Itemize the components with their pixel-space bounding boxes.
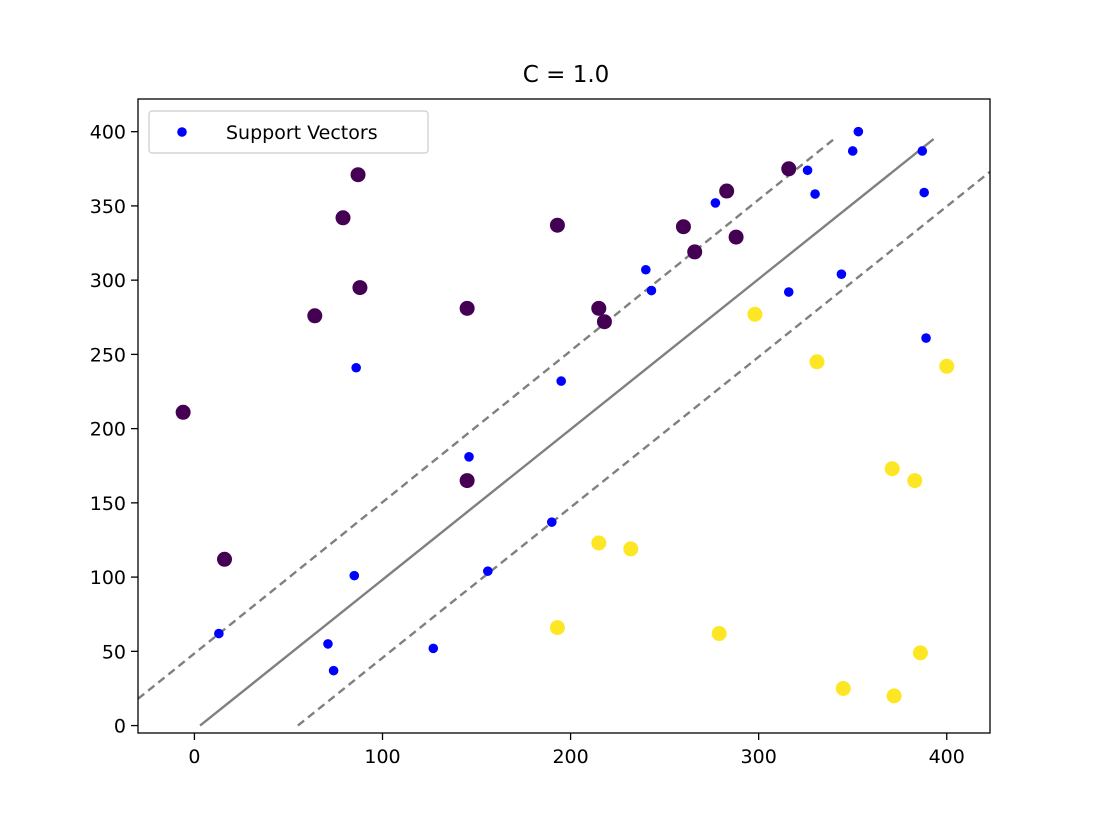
y-tick-label: 250 <box>90 344 126 366</box>
y-tick-label: 50 <box>102 641 126 663</box>
x-tick-label: 200 <box>552 746 588 768</box>
class-a-point <box>335 210 351 226</box>
support-vector-point <box>214 628 224 639</box>
class-a-point <box>719 183 735 199</box>
support-vector-point <box>836 269 847 280</box>
y-axis: 0 50 100 150 200 250 300 350 400 <box>90 122 138 738</box>
y-tick-label: 350 <box>90 196 126 218</box>
support-vector-point <box>847 146 858 156</box>
y-tick-label: 200 <box>90 419 126 441</box>
class-b-point <box>886 688 902 704</box>
support-vector-point <box>323 639 333 649</box>
x-tick-label: 400 <box>929 746 965 768</box>
class-a-point <box>591 300 607 316</box>
class-a-point <box>459 300 475 316</box>
y-tick-label: 150 <box>90 493 126 515</box>
class-a-point <box>217 551 233 567</box>
class-a-point <box>352 280 368 296</box>
plot-area-frame <box>137 98 991 734</box>
support-vector-point <box>853 126 864 137</box>
y-tick-label: 100 <box>90 567 126 589</box>
class-a-point <box>675 219 691 235</box>
support-vector-point <box>783 287 794 297</box>
class-b-point <box>884 461 900 477</box>
svm-lines <box>137 136 991 727</box>
class-b-point <box>907 473 923 489</box>
class-a-point <box>728 229 744 245</box>
support-vector-point <box>921 333 931 343</box>
support-vector-point <box>464 452 474 462</box>
x-tick-label: 100 <box>364 746 400 768</box>
support-vector-point <box>917 146 928 156</box>
support-vector-point <box>646 285 657 296</box>
margin-line-1 <box>137 136 837 700</box>
class-b-point <box>623 541 639 557</box>
x-axis: 0 100 200 300 400 <box>188 733 965 768</box>
legend: Support Vectors <box>148 110 429 154</box>
support-vector-point <box>810 189 820 199</box>
class-b-point <box>939 358 955 374</box>
support-vector-point <box>546 517 557 527</box>
class-b-point <box>809 354 825 370</box>
support-vector-point <box>802 165 813 176</box>
margin-line-2 <box>297 170 991 727</box>
support-vector-point <box>351 362 361 373</box>
support-vector-point <box>710 198 721 208</box>
x-tick-label: 300 <box>741 746 777 768</box>
decision-boundary-line <box>199 138 935 727</box>
data-points <box>175 126 955 704</box>
support-vector-point <box>641 264 651 275</box>
legend-marker-support-vectors <box>177 127 187 137</box>
y-tick-label: 300 <box>90 270 126 292</box>
legend-box <box>148 110 429 154</box>
y-tick-label: 400 <box>90 122 126 144</box>
support-vector-point <box>483 566 493 576</box>
class-a-point <box>781 161 797 177</box>
support-vector-point <box>349 570 360 581</box>
class-a-point <box>459 473 475 489</box>
support-vector-point <box>328 665 339 676</box>
legend-label-support-vectors: Support Vectors <box>226 122 378 144</box>
chart-title: C = 1.0 <box>523 62 610 88</box>
y-tick-label: 0 <box>114 716 126 738</box>
class-b-point <box>912 645 928 661</box>
class-a-point <box>307 308 323 324</box>
support-vector-point <box>919 187 929 198</box>
class-a-point <box>596 314 612 330</box>
x-tick-label: 0 <box>188 746 200 768</box>
class-b-point <box>549 620 565 636</box>
class-a-point <box>175 404 191 420</box>
class-a-point <box>350 167 366 183</box>
support-vector-point <box>556 376 566 386</box>
class-b-point <box>711 626 727 642</box>
class-b-point <box>835 680 851 696</box>
class-a-point <box>549 217 565 233</box>
class-b-point <box>747 306 763 322</box>
support-vector-point <box>428 643 439 654</box>
class-a-point <box>687 244 703 260</box>
class-b-point <box>591 535 607 551</box>
